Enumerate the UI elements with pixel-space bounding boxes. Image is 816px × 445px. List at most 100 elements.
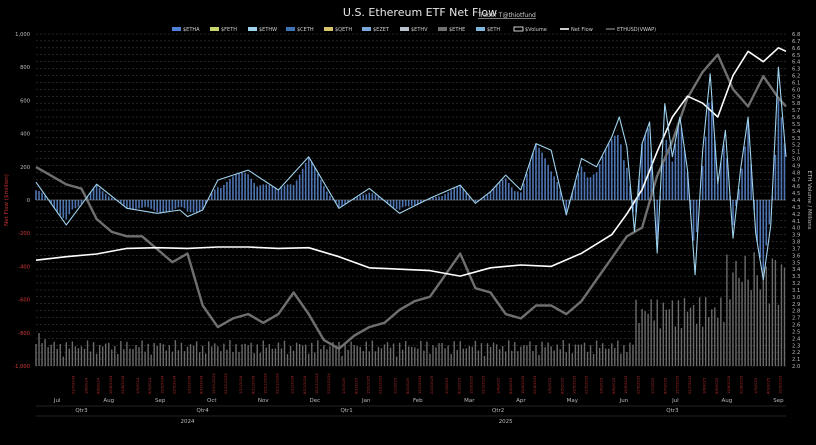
volume-bar: [483, 355, 486, 366]
date-tick: 1/3/2025: [445, 378, 449, 394]
right-tick: 4.5: [792, 191, 800, 197]
volume-bar: [62, 356, 64, 366]
flow-bar: [671, 161, 674, 200]
flow-bar: [707, 102, 710, 200]
volume-bar: [414, 347, 416, 366]
flow-bar: [492, 188, 495, 200]
right-tick: 6.7: [792, 39, 800, 45]
flow-bar: [107, 196, 110, 200]
legend-swatch: [400, 27, 409, 31]
flow-bar: [656, 200, 659, 240]
flow-bar: [98, 188, 101, 200]
flow-bar: [432, 197, 434, 200]
volume-bar: [320, 349, 322, 366]
volume-bar: [380, 348, 383, 366]
quarter-label: Qtr2: [492, 408, 504, 414]
date-tick: 1/6/2025: [600, 378, 604, 394]
flow-bar: [635, 200, 637, 213]
volume-bar: [559, 349, 561, 366]
flow-bar: [532, 152, 534, 200]
flow-bar: [507, 182, 510, 200]
flow-bar: [244, 173, 246, 200]
volume-bar: [301, 345, 304, 366]
date-tick: 22/8/2024: [121, 375, 125, 394]
flow-bar: [504, 178, 507, 200]
right-tick: 3.0: [792, 295, 800, 301]
flow-bar: [741, 168, 743, 200]
volume-bar: [759, 289, 761, 366]
volume-bar: [104, 343, 107, 366]
volume-bar: [774, 260, 777, 366]
left-tick: -600: [18, 298, 30, 304]
volume-bar: [398, 342, 401, 366]
volume-bar: [65, 342, 68, 366]
volume-bar: [232, 351, 234, 366]
flow-bar: [220, 187, 222, 200]
volume-bar: [289, 345, 292, 366]
right-axis: 6.86.76.66.56.46.36.26.16.05.95.85.75.65…: [792, 32, 801, 370]
right-tick: 6.5: [792, 53, 800, 59]
volume-bar: [183, 351, 186, 366]
volume-bar: [59, 344, 61, 366]
volume-bar: [147, 343, 149, 366]
date-tick: 15/9/2024: [160, 375, 164, 394]
volume-bar: [541, 341, 543, 366]
volume-bar: [211, 346, 213, 366]
flow-bar: [292, 185, 295, 200]
volume-bar: [723, 321, 725, 366]
volume-bar: [347, 349, 349, 366]
volume-bar: [86, 340, 89, 366]
flow-bar: [101, 191, 104, 200]
flow-bar: [598, 164, 601, 200]
volume-bar: [517, 351, 519, 366]
volume-bar: [120, 340, 122, 366]
flow-bar: [650, 152, 652, 200]
flow-bar: [213, 189, 216, 200]
flow-bar: [174, 200, 177, 209]
flow-bar: [607, 143, 610, 200]
date-tick: 15/3/2025: [470, 376, 474, 394]
flow-bar: [71, 200, 74, 210]
flow-bar: [310, 162, 313, 200]
volume-bar: [277, 342, 280, 366]
volume-bar: [214, 343, 216, 366]
legend-label: $ETHE: [449, 27, 465, 33]
volume-bar: [238, 351, 240, 366]
date-tick: 1/7/2025: [651, 378, 655, 394]
right-tick: 6.0: [792, 87, 800, 93]
volume-bar: [692, 305, 695, 366]
flow-bar: [420, 200, 422, 203]
flow-bar: [317, 173, 319, 200]
volume-bar: [420, 340, 422, 366]
flow-bar: [259, 185, 262, 200]
volume-bar: [550, 346, 552, 366]
right-tick: 6.3: [792, 67, 800, 73]
flow-bar: [59, 200, 62, 216]
flow-bar: [232, 176, 234, 200]
flow-bar: [347, 200, 349, 203]
volume-bar: [462, 348, 464, 366]
volume-bar: [729, 299, 731, 366]
legend-label: ETHUSD(VWAP): [617, 27, 656, 33]
volume-bar: [74, 346, 77, 366]
flow-bar: [495, 185, 498, 200]
flow-bar: [410, 200, 413, 206]
date-tick: 22/11/2024: [276, 373, 280, 394]
date-tick: 15/8/2025: [727, 376, 731, 394]
volume-bar: [177, 350, 180, 366]
month-label: Jun: [619, 398, 629, 404]
volume-bar: [465, 348, 468, 366]
flow-bar: [780, 117, 783, 200]
quarter-label: Qtr3: [75, 408, 88, 414]
volume-bar: [629, 342, 631, 366]
flow-bar: [413, 200, 416, 206]
flow-bar: [198, 200, 201, 212]
volume-bar: [411, 347, 413, 366]
volume-bar: [562, 340, 564, 366]
flow-bar: [389, 200, 392, 206]
flow-bar: [380, 198, 383, 200]
volume-bar: [783, 267, 786, 366]
flow-bar: [510, 187, 513, 200]
flow-bar: [647, 128, 649, 200]
flow-bar: [204, 200, 207, 204]
